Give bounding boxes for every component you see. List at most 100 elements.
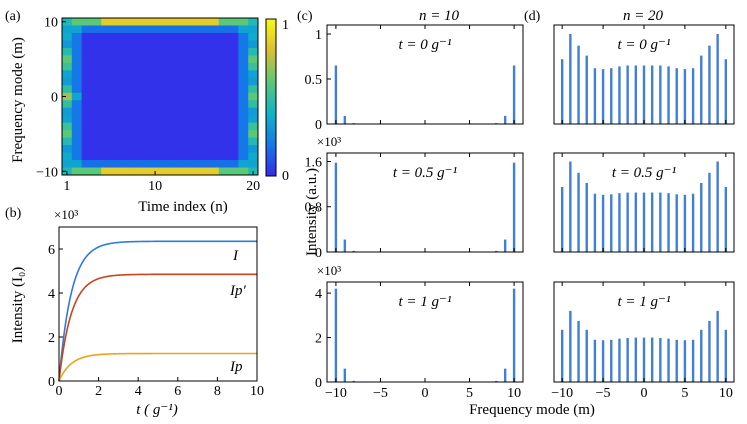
heatmap-cell <box>199 92 210 101</box>
heatmap-cell <box>91 107 102 116</box>
heatmap-cell <box>218 167 229 176</box>
colorbar-label-max: 1 <box>282 18 289 33</box>
line-chart-ytick-label: 0 <box>48 375 55 390</box>
heatmap-cell <box>238 145 249 153</box>
bar-d-t1 <box>610 194 613 252</box>
column-title-d: n = 20 <box>623 8 664 24</box>
heatmap-cell <box>111 100 122 109</box>
heatmap-cell <box>130 130 141 139</box>
bar-d-t1 <box>667 193 670 252</box>
heatmap-cell <box>169 85 180 94</box>
heatmap-cell <box>160 152 171 161</box>
bar-d-t1 <box>593 193 597 252</box>
heatmap-cell <box>189 62 200 71</box>
heatmap-cell <box>120 55 131 64</box>
heatmap-cell <box>120 152 131 161</box>
bar-d-t1 <box>577 172 580 252</box>
bar-c-t1 <box>352 250 355 252</box>
heatmap-cell <box>101 160 112 168</box>
bar-d-t1 <box>700 182 703 252</box>
heatmap-cell <box>101 25 112 34</box>
heatmap-cell <box>140 25 151 34</box>
heatmap-cell <box>218 92 229 101</box>
heatmap-cell <box>140 47 151 56</box>
heatmap-cell <box>209 77 220 86</box>
heatmap-cell <box>160 32 171 41</box>
heatmap-cell <box>248 122 259 131</box>
bar-d-t0 <box>708 45 711 125</box>
heatmap-cell <box>179 122 190 131</box>
heatmap-cell <box>111 137 122 146</box>
heatmap-cell <box>71 167 82 176</box>
colorbar-bar <box>265 18 277 177</box>
heatmap-cell <box>150 107 161 116</box>
bar-d-t0 <box>577 45 580 125</box>
heatmap-cell <box>160 77 171 86</box>
bar-chart-ytick-label: 0.5 <box>305 73 323 88</box>
heatmap-cell <box>218 160 229 168</box>
heatmap-cell <box>169 107 180 116</box>
heatmap-cell <box>160 122 171 131</box>
heatmap-cell <box>160 62 171 71</box>
heatmap-cell <box>150 145 161 153</box>
heatmap-cell <box>189 137 200 146</box>
heatmap-cell <box>91 115 102 124</box>
heatmap-ylabel: Frequency mode (m) <box>10 37 26 163</box>
heatmap-cell <box>179 152 190 161</box>
heatmap-cell <box>111 145 122 153</box>
time-label: t = 1 g⁻¹ <box>618 294 671 310</box>
heatmap-cell <box>238 122 249 131</box>
heatmap-cell <box>199 77 210 86</box>
heatmap-cell <box>218 152 229 161</box>
heatmap-cell <box>120 92 131 101</box>
bar-d-t0 <box>610 68 613 124</box>
heatmap-cell <box>209 160 220 168</box>
line-chart-xtick-label: 8 <box>214 384 221 399</box>
bar-d-t0 <box>650 65 654 124</box>
heatmap-cell <box>189 130 200 139</box>
heatmap-cell <box>218 122 229 131</box>
heatmap-cell <box>71 85 82 94</box>
heatmap-cell <box>228 32 239 41</box>
heatmap-cell <box>209 152 220 161</box>
heatmap-cell <box>71 137 82 146</box>
heatmap-cell <box>120 40 131 49</box>
heatmap-cell <box>218 77 229 86</box>
heatmap-cell <box>228 55 239 64</box>
bar-c-t2 <box>512 288 516 382</box>
bar-d-t0 <box>585 55 588 124</box>
heatmap-cell <box>228 18 239 26</box>
line-chart-ytick-label: 6 <box>48 243 55 258</box>
bar-d-t0 <box>560 59 564 125</box>
heatmap-cell <box>91 18 102 26</box>
heatmap-cell <box>169 77 180 86</box>
heatmap-cell <box>120 100 131 109</box>
bar-chart-ytick-label: 1.6 <box>305 155 323 170</box>
bar-d-t2 <box>618 338 621 382</box>
heatmap-cell <box>189 40 200 49</box>
heatmap-cell <box>140 160 151 168</box>
heatmap-cell <box>62 77 73 86</box>
bar-d-t0 <box>569 34 572 124</box>
heatmap-cell <box>209 40 220 49</box>
bar-d-t0 <box>634 65 638 124</box>
heatmap-cell <box>179 100 190 109</box>
heatmap-cell <box>71 92 82 101</box>
bar-d-t2 <box>577 320 580 382</box>
bar-c-t1 <box>503 239 507 252</box>
heatmap-cell <box>179 92 190 101</box>
heatmap-ytick-label: 10 <box>44 16 58 31</box>
heatmap-cell <box>81 18 92 26</box>
bar-chart-xtick-label: −5 <box>596 386 611 401</box>
heatmap-cell <box>71 152 82 161</box>
heatmap-cell <box>179 18 190 26</box>
heatmap-cell <box>120 62 131 71</box>
heatmap-cell <box>91 167 102 176</box>
heatmap-axes: 1 10 20 10 0 −10 <box>36 16 260 194</box>
bar-chart-ytick-label: 4 <box>315 287 322 302</box>
heatmap-cell <box>130 18 141 26</box>
heatmap-cell <box>62 152 73 161</box>
heatmap-cell <box>169 25 180 34</box>
bar-d-t1 <box>683 194 687 252</box>
heatmap-cell <box>218 62 229 71</box>
